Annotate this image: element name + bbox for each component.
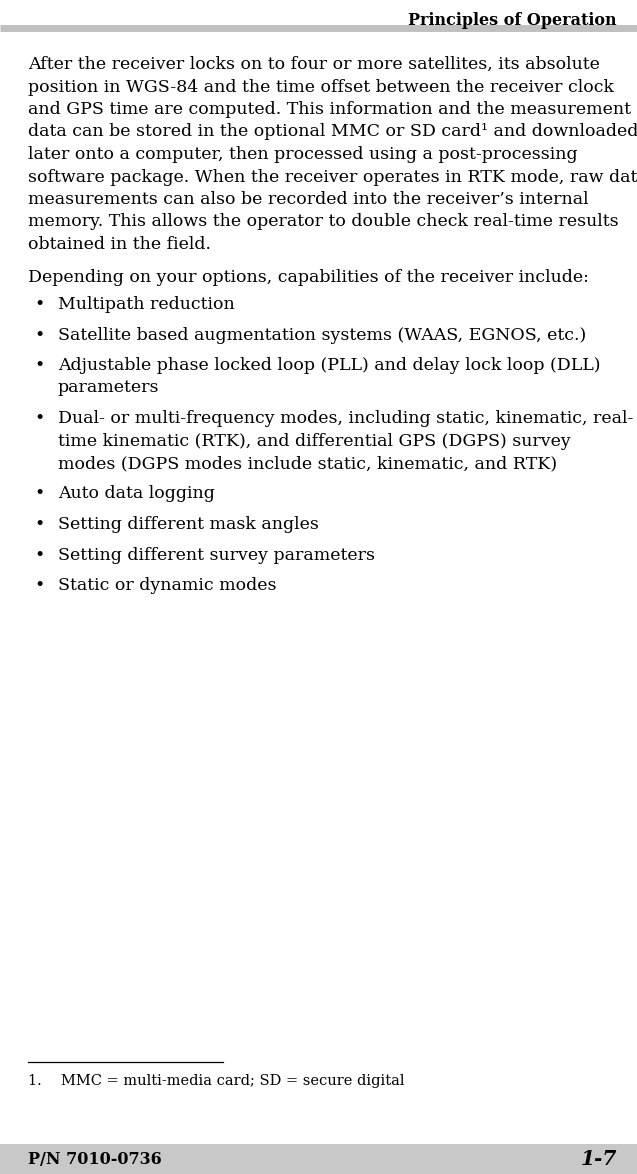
- Text: Satellite based augmentation systems (WAAS, EGNOS, etc.): Satellite based augmentation systems (WA…: [58, 326, 586, 344]
- Text: measurements can also be recorded into the receiver’s internal: measurements can also be recorded into t…: [28, 191, 589, 208]
- Text: •: •: [34, 410, 44, 427]
- Text: software package. When the receiver operates in RTK mode, raw data: software package. When the receiver oper…: [28, 169, 637, 185]
- Text: time kinematic (RTK), and differential GPS (DGPS) survey: time kinematic (RTK), and differential G…: [58, 432, 571, 450]
- Text: Static or dynamic modes: Static or dynamic modes: [58, 576, 276, 594]
- Text: After the receiver locks on to four or more satellites, its absolute: After the receiver locks on to four or m…: [28, 56, 600, 73]
- Text: •: •: [34, 486, 44, 502]
- Text: 1.  MMC = multi-media card; SD = secure digital: 1. MMC = multi-media card; SD = secure d…: [28, 1074, 404, 1088]
- Text: Principles of Operation: Principles of Operation: [408, 12, 617, 29]
- Text: memory. This allows the operator to double check real-time results: memory. This allows the operator to doub…: [28, 214, 619, 230]
- Text: Setting different mask angles: Setting different mask angles: [58, 517, 319, 533]
- Text: modes (DGPS modes include static, kinematic, and RTK): modes (DGPS modes include static, kinema…: [58, 456, 557, 472]
- Text: •: •: [34, 296, 44, 313]
- Text: obtained in the field.: obtained in the field.: [28, 236, 211, 254]
- Text: parameters: parameters: [58, 379, 159, 397]
- Text: •: •: [34, 357, 44, 375]
- Text: P/N 7010-0736: P/N 7010-0736: [28, 1151, 162, 1167]
- Text: Adjustable phase locked loop (PLL) and delay lock loop (DLL): Adjustable phase locked loop (PLL) and d…: [58, 357, 601, 375]
- Text: Multipath reduction: Multipath reduction: [58, 296, 235, 313]
- Text: data can be stored in the optional MMC or SD card¹ and downloaded: data can be stored in the optional MMC o…: [28, 123, 637, 141]
- Text: position in WGS-84 and the time offset between the receiver clock: position in WGS-84 and the time offset b…: [28, 79, 614, 95]
- Text: Setting different survey parameters: Setting different survey parameters: [58, 547, 375, 564]
- Text: Auto data logging: Auto data logging: [58, 486, 215, 502]
- Text: •: •: [34, 326, 44, 344]
- Bar: [0, 1143, 637, 1174]
- Text: •: •: [34, 547, 44, 564]
- Text: •: •: [34, 517, 44, 533]
- Text: Depending on your options, capabilities of the receiver include:: Depending on your options, capabilities …: [28, 269, 589, 285]
- Text: later onto a computer, then processed using a post-processing: later onto a computer, then processed us…: [28, 146, 578, 163]
- Text: •: •: [34, 576, 44, 594]
- Text: 1-7: 1-7: [580, 1149, 617, 1169]
- Text: Dual- or multi-frequency modes, including static, kinematic, real-: Dual- or multi-frequency modes, includin…: [58, 410, 633, 427]
- Text: and GPS time are computed. This information and the measurement: and GPS time are computed. This informat…: [28, 101, 631, 119]
